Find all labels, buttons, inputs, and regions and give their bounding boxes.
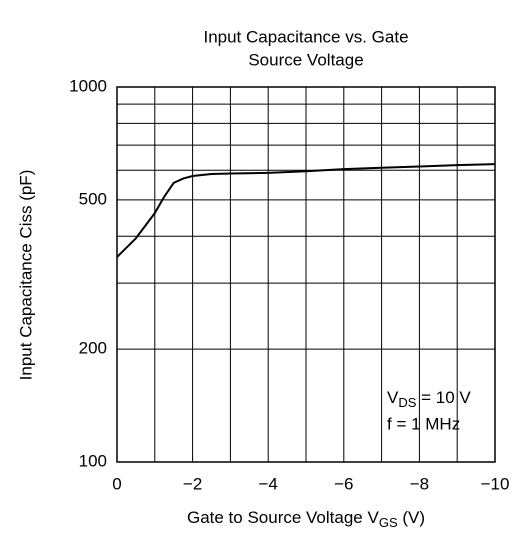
data-line	[116, 163, 496, 258]
y-tick-label: 1000	[69, 76, 107, 95]
x-tick-label: −8	[410, 474, 429, 493]
x-tick-label: 0	[112, 474, 121, 493]
x-axis-label: Gate to Source Voltage VGS (V)	[187, 508, 425, 530]
x-axis-label-unit: (V)	[398, 508, 425, 527]
x-tick-label: −2	[183, 474, 202, 493]
annotation-rest: = 10 V	[416, 388, 471, 407]
x-tick-label: −10	[481, 474, 510, 493]
chart-title: Source Voltage	[248, 50, 363, 69]
plot-frame	[116, 86, 496, 463]
chart-title: Input Capacitance vs. Gate	[203, 27, 408, 46]
y-tick-label: 100	[79, 451, 107, 470]
annotation-sub: DS	[398, 395, 416, 410]
annotation: VDS = 10 V	[387, 388, 471, 410]
annotation-main: V	[387, 388, 399, 407]
annotation: f = 1 MHz	[387, 414, 460, 433]
y-tick-label: 500	[79, 189, 107, 208]
x-axis-label-main: Gate to Source Voltage V	[187, 508, 380, 527]
x-tick-label: −4	[259, 474, 278, 493]
y-tick-label: 200	[79, 339, 107, 358]
y-axis-label: Input Capacitance Ciss (pF)	[16, 170, 35, 381]
x-axis-label-sub: GS	[379, 515, 398, 530]
x-tick-label: −6	[334, 474, 353, 493]
